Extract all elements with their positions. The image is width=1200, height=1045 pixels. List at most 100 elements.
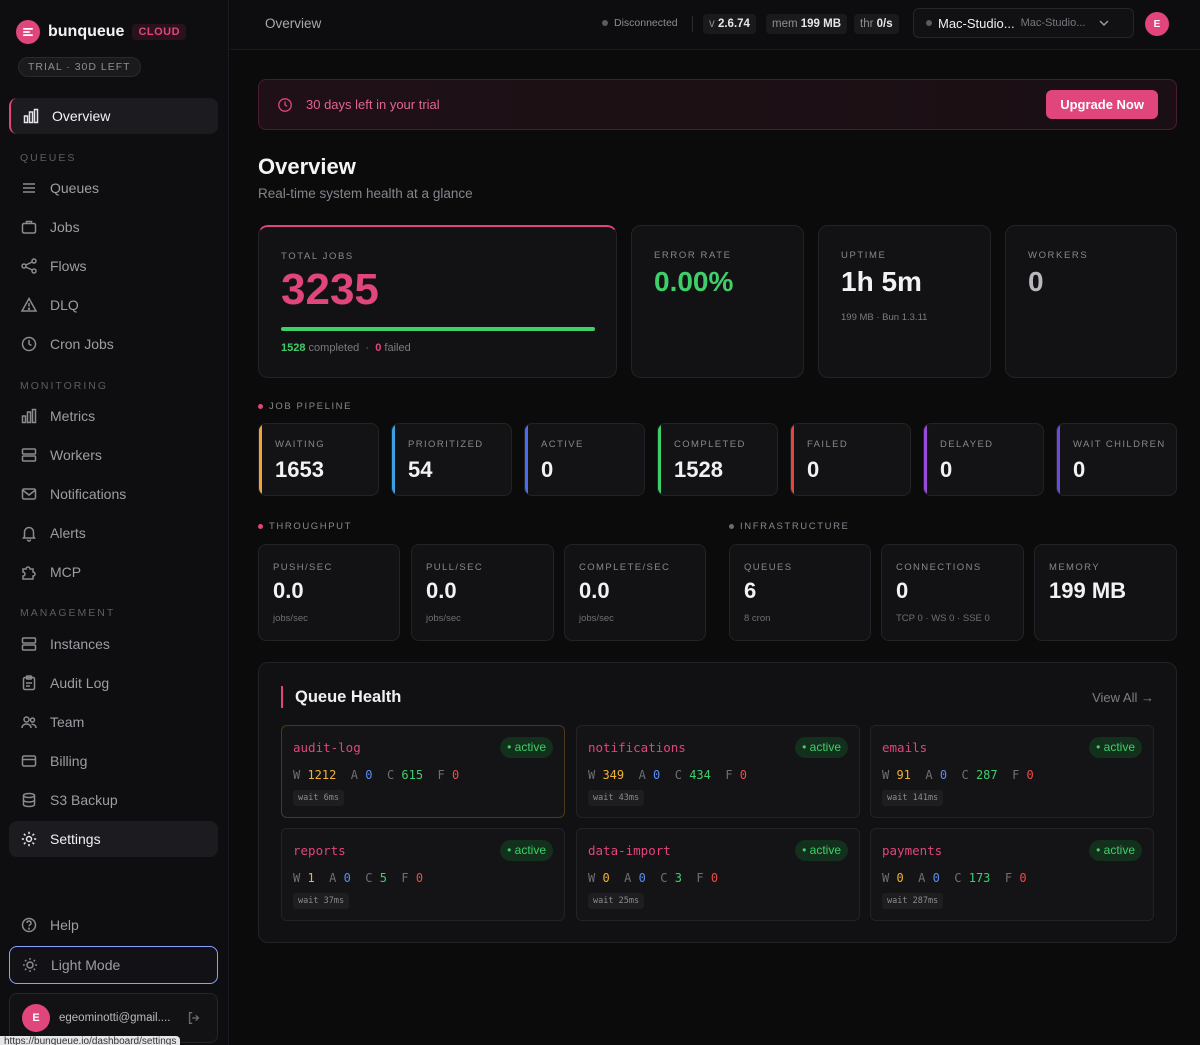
queue-counts: W 0 A 0 C 173 F 0 <box>882 871 1027 885</box>
clipboard-icon <box>22 675 36 691</box>
completion-summary: 1528 completed · 0 failed <box>281 342 411 354</box>
queue-name[interactable]: notifications <box>588 740 686 755</box>
metric-value: 0.0 <box>579 578 610 603</box>
pipeline-card-wait-children[interactable]: WAIT CHILDREN 0 <box>1056 423 1177 496</box>
user-avatar[interactable]: E <box>1145 12 1169 36</box>
queue-counts: W 91 A 0 C 287 F 0 <box>882 768 1034 782</box>
queue-name[interactable]: payments <box>882 843 943 858</box>
gear-icon <box>21 831 37 847</box>
sidebar-item-flows[interactable]: Flows <box>9 248 218 284</box>
sidebar-item-team[interactable]: Team <box>9 704 218 740</box>
metric-value: 199 MB <box>1049 578 1127 603</box>
queue-wait-time: wait 6ms <box>293 790 344 806</box>
section-dot-icon <box>258 404 263 409</box>
sidebar-item-label: Instances <box>50 636 110 652</box>
page-subtitle: Real-time system health at a glance <box>258 186 473 201</box>
sidebar-item-s3-backup[interactable]: S3 Backup <box>9 782 218 818</box>
queue-card-emails[interactable]: emails • active W 91 A 0 C 287 F 0 wait 141… <box>870 725 1154 818</box>
help-link[interactable]: Help <box>9 907 218 943</box>
queue-name[interactable]: emails <box>882 740 928 755</box>
queue-name[interactable]: reports <box>293 843 346 858</box>
sidebar-item-jobs[interactable]: Jobs <box>9 209 218 245</box>
pipeline-card-completed[interactable]: COMPLETED 1528 <box>657 423 778 496</box>
stat-sub: 199 MB · Bun 1.3.11 <box>841 312 928 323</box>
divider <box>692 16 693 32</box>
chevron-down-icon <box>1099 20 1109 27</box>
pipeline-card-prioritized[interactable]: PRIORITIZED 54 <box>391 423 512 496</box>
help-circle-icon <box>21 917 37 933</box>
sidebar-item-billing[interactable]: Billing <box>9 743 218 779</box>
metric-sub: jobs/sec <box>426 613 461 624</box>
queue-card-notifications[interactable]: notifications • active W 349 A 0 C 434 F 0… <box>576 725 860 818</box>
metric-label: MEMORY <box>1049 562 1100 573</box>
sidebar-item-mcp[interactable]: MCP <box>9 554 218 590</box>
queue-name[interactable]: audit-log <box>293 740 361 755</box>
user-card[interactable]: E egeominotti@gmail.... <box>9 993 218 1043</box>
status-badge: • active <box>795 840 848 861</box>
metric-sub: 8 cron <box>744 613 771 624</box>
stat-label: ERROR RATE <box>654 250 732 261</box>
total-jobs-card: TOTAL JOBS 3235 1528 completed · 0 faile… <box>258 225 617 378</box>
logout-icon[interactable] <box>186 1010 202 1026</box>
stat-label: TOTAL JOBS <box>281 251 354 262</box>
sidebar: bunqueue CLOUD TRIAL · 30D LEFT Overview… <box>0 0 229 1045</box>
light-mode-toggle[interactable]: Light Mode <box>9 946 218 984</box>
sidebar-item-notifications[interactable]: Notifications <box>9 476 218 512</box>
view-all-link[interactable]: View All → <box>1092 690 1154 705</box>
metric-card-queues: QUEUES 6 8 cron <box>729 544 871 641</box>
connection-status: Disconnected <box>602 17 678 29</box>
pipeline-card-failed[interactable]: FAILED 0 <box>790 423 911 496</box>
pipeline-value: 0 <box>807 457 820 482</box>
sidebar-item-dlq[interactable]: DLQ <box>9 287 218 323</box>
sidebar-item-label: Jobs <box>50 219 80 235</box>
sidebar-item-audit-log[interactable]: Audit Log <box>9 665 218 701</box>
bell-icon <box>22 526 36 542</box>
sidebar-item-cron-jobs[interactable]: Cron Jobs <box>9 326 218 362</box>
sun-icon <box>23 958 37 972</box>
throughput-heading: THROUGHPUT <box>258 521 352 532</box>
sidebar-item-metrics[interactable]: Metrics <box>9 398 218 434</box>
pipeline-label: WAIT CHILDREN <box>1073 439 1166 450</box>
status-badge: • active <box>500 840 553 861</box>
mail-icon <box>21 488 37 500</box>
sidebar-item-queues[interactable]: Queues <box>9 170 218 206</box>
sidebar-item-settings[interactable]: Settings <box>9 821 218 857</box>
sidebar-item-workers[interactable]: Workers <box>9 437 218 473</box>
sidebar-item-label: Workers <box>50 447 102 463</box>
sidebar-item-label: Alerts <box>50 525 86 541</box>
queue-card-audit-log[interactable]: audit-log • active W 1212 A 0 C 615 F 0 wai… <box>281 725 565 818</box>
sidebar-item-instances[interactable]: Instances <box>9 626 218 662</box>
pipeline-label: ACTIVE <box>541 439 584 450</box>
server-icon <box>21 637 37 651</box>
user-email: egeominotti@gmail.... <box>59 1012 171 1024</box>
queue-name[interactable]: data-import <box>588 843 671 858</box>
status-dot-icon <box>602 20 608 26</box>
sidebar-item-alerts[interactable]: Alerts <box>9 515 218 551</box>
sidebar-item-label: Cron Jobs <box>50 336 114 352</box>
throughput-pill: thr 0/s <box>854 14 899 34</box>
queue-card-data-import[interactable]: data-import • active W 0 A 0 C 3 F 0 wait 2… <box>576 828 860 921</box>
upgrade-button[interactable]: Upgrade Now <box>1046 90 1158 119</box>
database-icon <box>22 792 36 808</box>
pipeline-card-waiting[interactable]: WAITING 1653 <box>258 423 379 496</box>
stat-label: WORKERS <box>1028 250 1089 261</box>
stat-value: 1h 5m <box>841 266 922 297</box>
sidebar-item-overview[interactable]: Overview <box>9 98 218 134</box>
queue-card-payments[interactable]: payments • active W 0 A 0 C 173 F 0 wait 28… <box>870 828 1154 921</box>
metric-sub: jobs/sec <box>579 613 614 624</box>
queue-card-reports[interactable]: reports • active W 1 A 0 C 5 F 0 wait 37ms <box>281 828 565 921</box>
list-icon <box>23 183 35 193</box>
status-color-bar <box>525 424 528 495</box>
pipeline-card-delayed[interactable]: DELAYED 0 <box>923 423 1044 496</box>
metric-value: 0.0 <box>273 578 304 603</box>
instance-selector[interactable]: Mac-Studio... Mac-Studio... <box>913 8 1134 38</box>
status-badge: • active <box>500 737 553 758</box>
metric-value: 0.0 <box>426 578 457 603</box>
trial-text: 30 days left in your trial <box>306 97 440 112</box>
metric-label: PUSH/SEC <box>273 562 333 573</box>
bunqueue-logo-icon <box>16 20 40 44</box>
pipeline-card-active[interactable]: ACTIVE 0 <box>524 423 645 496</box>
sidebar-item-label: Settings <box>50 831 101 847</box>
metric-card-memory: MEMORY 199 MB <box>1034 544 1177 641</box>
brand[interactable]: bunqueue CLOUD <box>16 20 187 44</box>
